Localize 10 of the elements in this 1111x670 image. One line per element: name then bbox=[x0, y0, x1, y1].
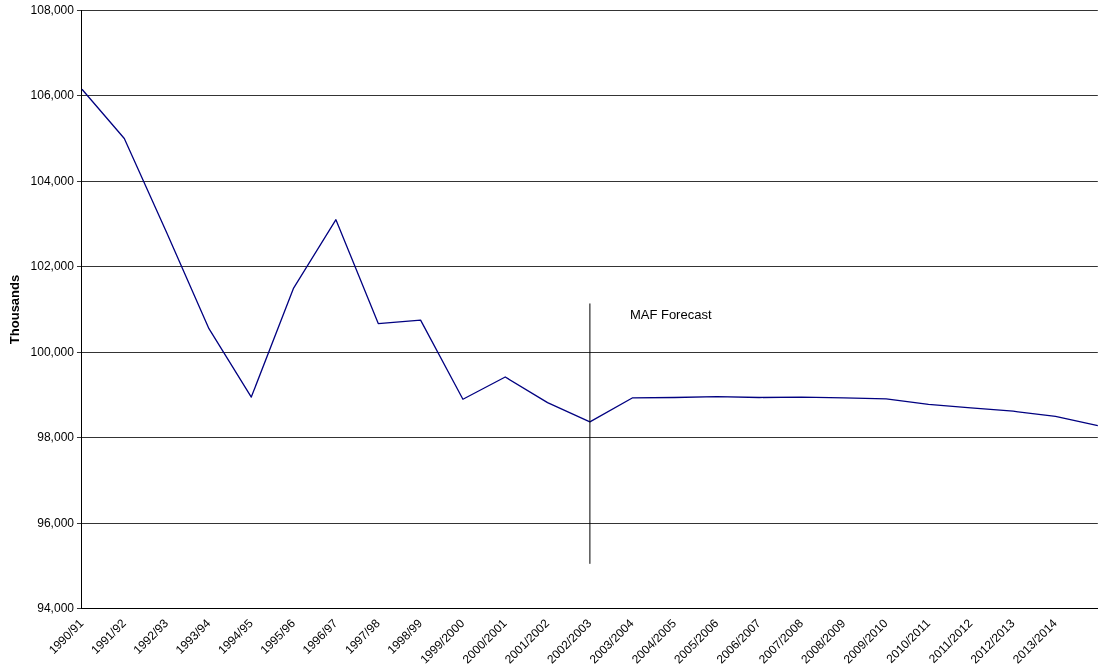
ref-line-label: MAF Forecast bbox=[629, 307, 712, 323]
y-tick-label: 102,000 bbox=[30, 259, 75, 274]
y-tick-label: 98,000 bbox=[37, 430, 75, 445]
y-tick-label: 104,000 bbox=[30, 173, 75, 188]
y-tick-label: 96,000 bbox=[37, 515, 75, 530]
y-tick-label: 100,000 bbox=[30, 344, 75, 359]
y-tick-label: 94,000 bbox=[37, 601, 75, 616]
y-tick-label: 108,000 bbox=[30, 2, 75, 17]
y-axis-title: Thousands bbox=[7, 274, 23, 345]
y-tick-label: 106,000 bbox=[30, 88, 75, 103]
